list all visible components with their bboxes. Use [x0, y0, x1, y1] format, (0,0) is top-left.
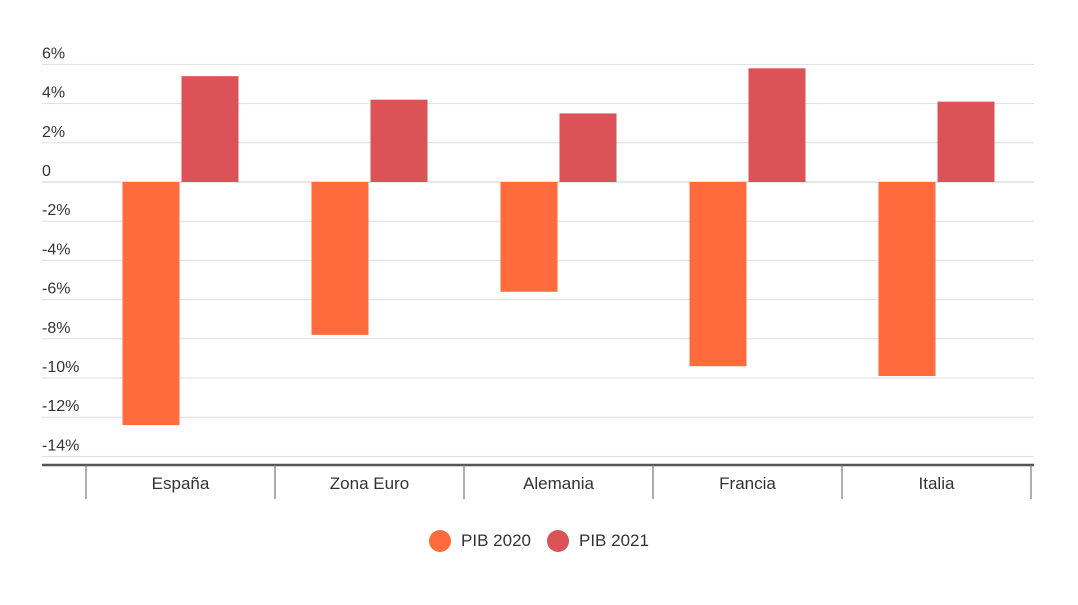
- x-category-label: Francia: [719, 474, 776, 493]
- x-category-label: Italia: [919, 474, 955, 493]
- bar-pib-2021-4: [937, 101, 995, 182]
- y-tick-label: -4%: [42, 241, 70, 258]
- legend-item-pib-2021: PIB 2021: [547, 530, 649, 552]
- bar-pib-2020-3: [689, 182, 747, 367]
- y-tick-label: -10%: [42, 359, 79, 376]
- y-tick-label: 6%: [42, 45, 65, 62]
- bar-pib-2021-3: [748, 68, 806, 182]
- legend-dot-pib-2021: [547, 530, 569, 552]
- y-tick-label: -14%: [42, 437, 79, 454]
- legend-label-pib-2020: PIB 2020: [461, 531, 531, 550]
- legend-item-pib-2020: PIB 2020: [429, 530, 531, 552]
- x-category-label: España: [152, 474, 210, 493]
- y-tick-label: -12%: [42, 398, 79, 415]
- y-tick-label: 0: [42, 163, 51, 180]
- bars: [122, 68, 995, 426]
- bar-pib-2020-0: [122, 182, 180, 426]
- bar-pib-2020-4: [878, 182, 936, 377]
- bar-pib-2021-0: [181, 76, 239, 182]
- bar-pib-2020-2: [500, 182, 558, 292]
- bar-pib-2020-1: [311, 182, 369, 335]
- y-axis-tick-labels: 6% 4% 2% 0 -2% -4% -6% -8% -10% -12% -14%: [42, 45, 79, 454]
- y-tick-label: -6%: [42, 281, 70, 298]
- bar-pib-2021-2: [559, 113, 617, 182]
- x-axis-category-labels: España Zona Euro Alemania Francia Italia: [152, 474, 955, 493]
- y-tick-label: -8%: [42, 320, 70, 337]
- y-tick-label: -2%: [42, 202, 70, 219]
- legend-label-pib-2021: PIB 2021: [579, 531, 649, 550]
- x-axis: [42, 463, 1034, 499]
- legend-dot-pib-2020: [429, 530, 452, 552]
- x-category-label: Alemania: [523, 474, 594, 493]
- y-tick-label: 2%: [42, 124, 65, 141]
- x-category-label: Zona Euro: [330, 474, 409, 493]
- legend: PIB 2020 PIB 2021: [0, 530, 1078, 552]
- y-tick-label: 4%: [42, 85, 65, 102]
- bar-pib-2021-1: [370, 99, 428, 182]
